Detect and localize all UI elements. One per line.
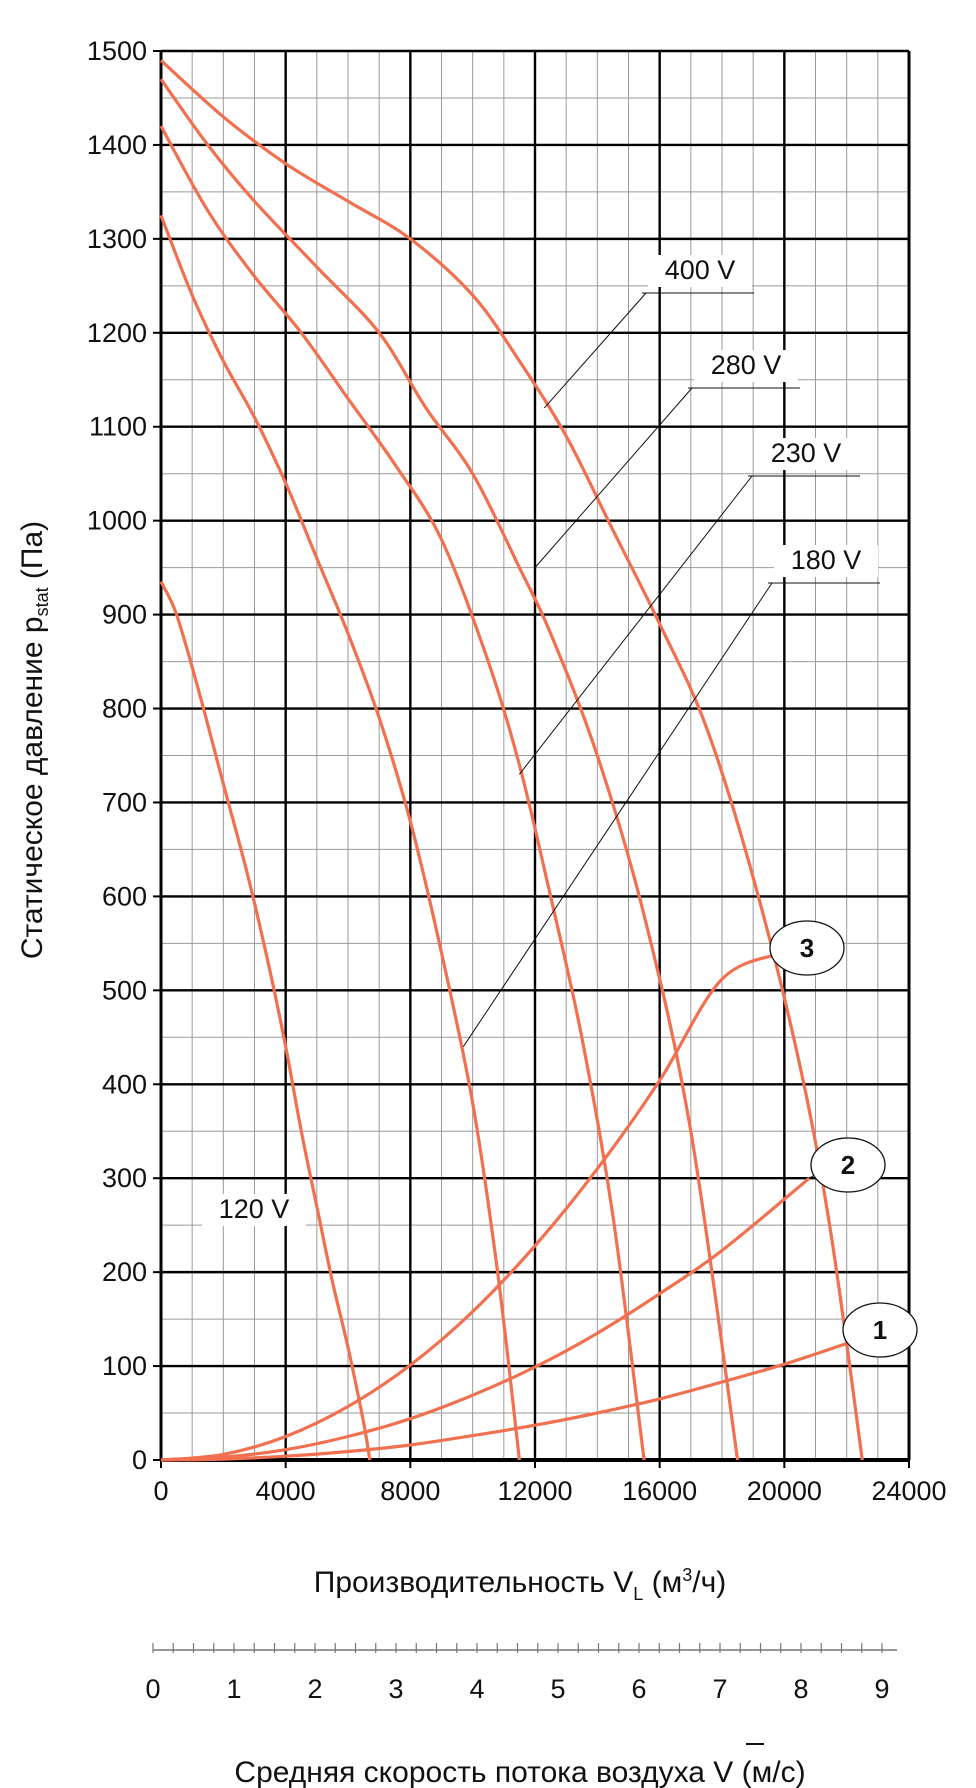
curve-label: 280 V — [711, 350, 782, 380]
velocity-tick-label: 4 — [469, 1674, 484, 1704]
fan-curve-230v — [159, 125, 646, 1461]
leader-line — [462, 582, 773, 1047]
curve-labels: 120 V 180 V 230 V 280 V 400 V 1 2 3 — [202, 255, 918, 1358]
curve-label-bg — [754, 438, 858, 470]
curve-label-bg — [774, 545, 878, 577]
y-tick-label: 200 — [102, 1257, 147, 1287]
curve-label-bg — [202, 1194, 306, 1226]
velocity-axis-title: Средняя скорость потока воздуха V (м/с) — [234, 1756, 805, 1788]
y-tick-label: 1100 — [89, 412, 147, 442]
system-curve-label: 1 — [873, 1315, 887, 1345]
curve-label-bg — [648, 255, 752, 287]
system-curves — [160, 951, 848, 1462]
velocity-tick-label: 2 — [307, 1674, 322, 1704]
y-tick-label: 400 — [102, 1069, 147, 1099]
fan-curve-120v — [159, 580, 372, 1461]
velocity-tick-label: 8 — [793, 1674, 808, 1704]
curve-label: 120 V — [219, 1194, 290, 1224]
velocity-tick-label: 0 — [145, 1674, 160, 1704]
x-tick-label: 24000 — [871, 1476, 946, 1506]
system-curve-2 — [160, 1176, 811, 1462]
fan-curve-400v — [159, 59, 864, 1461]
fan-curve-180v — [159, 214, 521, 1461]
label-leader-lines — [462, 292, 880, 1344]
system-curve-label: 2 — [841, 1150, 855, 1180]
x-axis-title: Производительность VL (м3/ч) — [314, 1565, 726, 1604]
system-curve-bubble — [769, 920, 845, 976]
y-tick-label: 100 — [102, 1351, 147, 1381]
leader-line — [534, 387, 693, 568]
system-curve-1 — [160, 1341, 848, 1462]
curve-label-bg — [694, 350, 798, 382]
system-curve-3 — [160, 951, 785, 1462]
x-tick-labels: 0 4000 8000 12000 16000 20000 24000 — [153, 1476, 946, 1506]
x-tick-label: 12000 — [497, 1476, 572, 1506]
y-tick-labels: 0 100 200 300 400 500 600 700 800 900 1000 1100 1200… — [87, 36, 147, 1475]
velocity-tick-label: 6 — [631, 1674, 646, 1704]
velocity-tick-label: 1 — [226, 1674, 241, 1704]
curve-label: 400 V — [665, 255, 736, 285]
velocity-tick-label: 9 — [874, 1674, 889, 1704]
system-curve-bubble — [810, 1137, 886, 1193]
leader-line — [543, 292, 647, 409]
y-tick-label: 900 — [102, 600, 147, 630]
y-axis-title: Статическое давление pstat (Па) — [16, 521, 52, 959]
x-tick-label: 8000 — [380, 1476, 440, 1506]
system-curve-label: 3 — [800, 933, 814, 963]
velocity-tick-label: 7 — [712, 1674, 727, 1704]
y-tick-label: 800 — [102, 694, 147, 724]
y-tick-label: 500 — [102, 975, 147, 1005]
curve-label: 180 V — [791, 545, 862, 575]
velocity-scale: 0 1 2 3 4 5 6 7 8 9 — [145, 1643, 897, 1704]
x-tick-label: 4000 — [256, 1476, 316, 1506]
y-tick-label: 1500 — [87, 36, 147, 66]
velocity-tick-label: 3 — [388, 1674, 403, 1704]
y-tick-label: 1200 — [87, 318, 147, 348]
y-tick-label: 700 — [102, 787, 147, 817]
y-tick-label: 1400 — [87, 130, 147, 160]
leader-line — [519, 475, 753, 775]
y-tick-label: 600 — [102, 881, 147, 911]
y-tick-label: 0 — [132, 1445, 147, 1475]
y-tick-label: 1000 — [87, 506, 147, 536]
curve-label: 230 V — [771, 438, 842, 468]
y-tick-label: 300 — [102, 1163, 147, 1193]
x-tick-label: 16000 — [622, 1476, 697, 1506]
velocity-tick-label: 5 — [550, 1674, 565, 1704]
x-tick-label: 20000 — [747, 1476, 822, 1506]
y-tick-label: 1300 — [87, 224, 147, 254]
x-tick-label: 0 — [153, 1476, 168, 1506]
system-curve-bubble — [842, 1302, 918, 1358]
